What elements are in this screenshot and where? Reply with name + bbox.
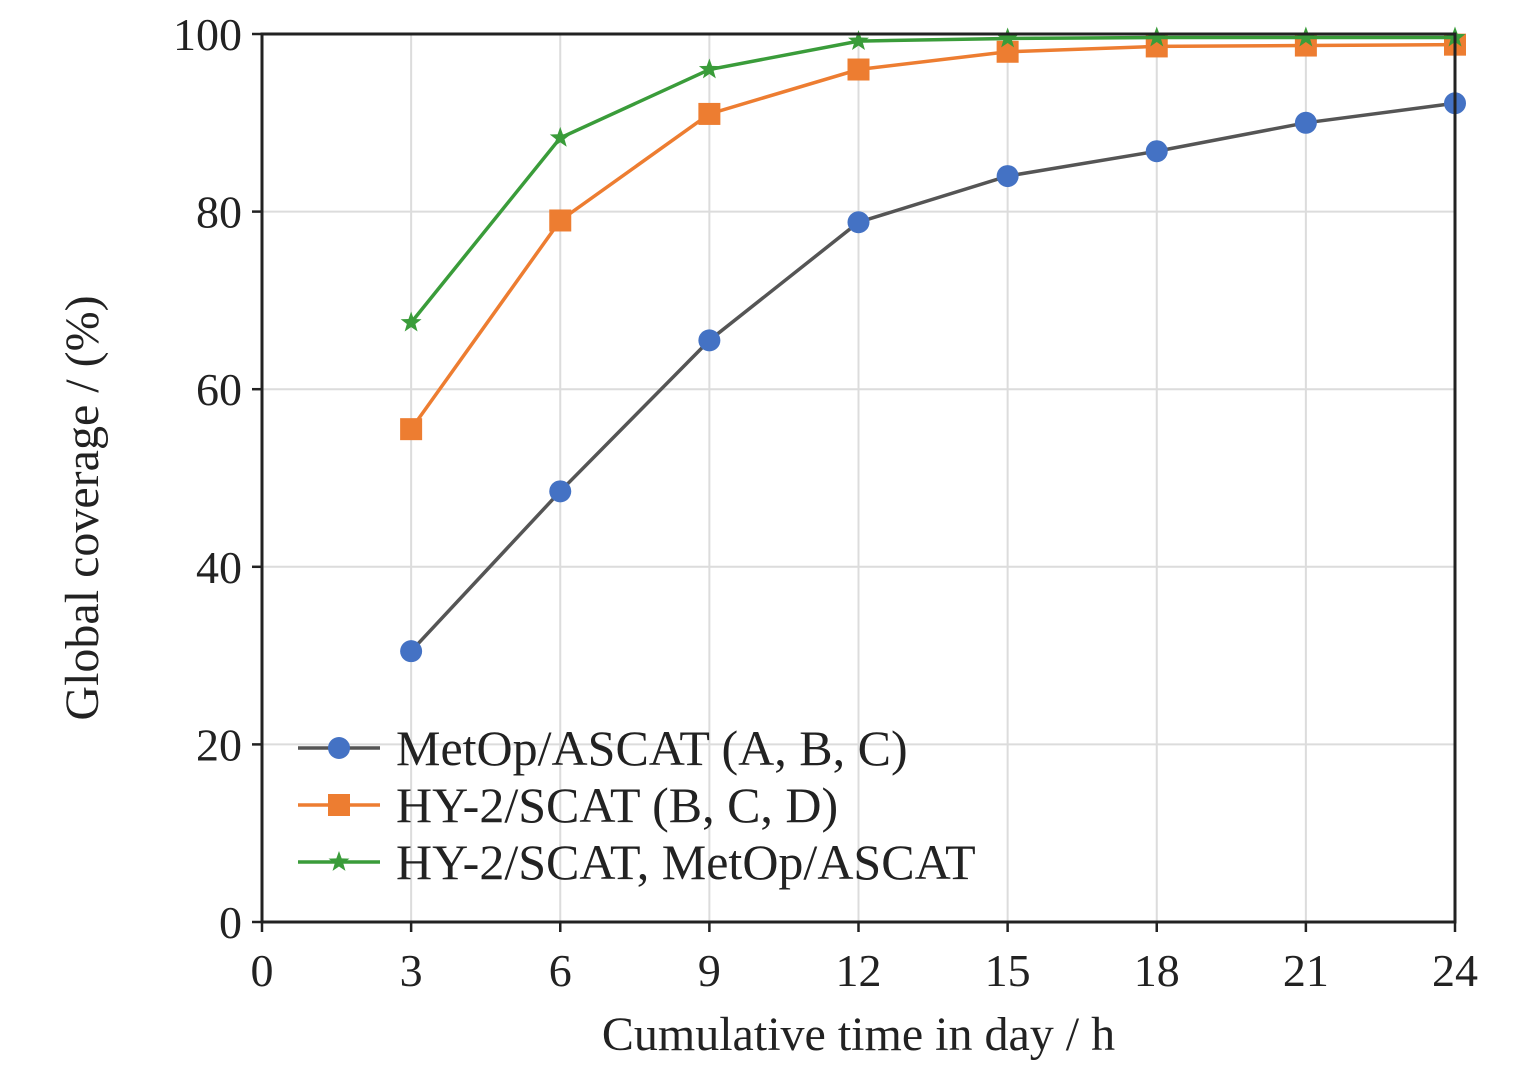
data-point — [549, 126, 571, 147]
legend-entry-2: HY-2/SCAT (B, C, D) — [298, 777, 838, 833]
x-tick-label: 9 — [698, 945, 721, 996]
series-line — [409, 35, 1455, 324]
y-tick-label: 0 — [219, 897, 242, 948]
data-point — [1294, 34, 1317, 57]
data-point — [549, 480, 572, 503]
series-layer — [400, 26, 1466, 663]
data-point — [400, 418, 423, 441]
series-1 — [400, 92, 1466, 663]
data-point — [698, 58, 720, 79]
data-point — [1295, 26, 1317, 47]
x-tick-label: 0 — [251, 945, 274, 996]
data-point — [698, 329, 721, 352]
data-point — [847, 211, 870, 234]
data-point — [400, 311, 422, 332]
series-line — [409, 42, 1456, 431]
y-axis-title: Global coverage / (%) — [56, 295, 109, 720]
data-point — [400, 640, 423, 663]
legend-label: MetOp/ASCAT (A, B, C) — [396, 720, 908, 776]
legend-entry-1: MetOp/ASCAT (A, B, C) — [298, 720, 908, 776]
x-tick-label: 12 — [836, 945, 882, 996]
data-point — [1145, 35, 1168, 58]
data-point — [1145, 140, 1168, 163]
x-tick-label: 15 — [985, 945, 1031, 996]
x-tick-label: 3 — [400, 945, 423, 996]
data-point — [996, 40, 1019, 63]
x-tick-label: 24 — [1432, 945, 1478, 996]
y-tick-label: 40 — [196, 542, 242, 593]
data-point — [847, 58, 870, 81]
y-tick-label: 80 — [196, 187, 242, 238]
data-point — [996, 165, 1019, 188]
legend-marker — [328, 851, 350, 871]
data-point — [1146, 26, 1168, 47]
data-point — [698, 102, 721, 125]
x-tick-label: 18 — [1134, 945, 1180, 996]
x-tick-label: 6 — [549, 945, 572, 996]
data-point — [1294, 111, 1317, 134]
series-line — [409, 101, 1456, 653]
y-tick-label: 20 — [196, 719, 242, 770]
legend-entry-3: HY-2/SCAT, MetOp/ASCAT — [298, 834, 976, 890]
y-tick-label: 100 — [173, 9, 242, 60]
data-point — [549, 209, 572, 232]
legend-label: HY-2/SCAT, MetOp/ASCAT — [396, 834, 976, 890]
axis-ticks: 0 3 6 9 12 15 18 21 24 0 20 40 60 80 100 — [173, 9, 1478, 996]
legend-label: HY-2/SCAT (B, C, D) — [396, 777, 838, 833]
legend-marker — [328, 737, 350, 759]
data-point — [997, 27, 1019, 48]
y-tick-label: 60 — [196, 364, 242, 415]
legend: MetOp/ASCAT (A, B, C)HY-2/SCAT (B, C, D)… — [298, 720, 976, 890]
x-tick-label: 21 — [1283, 945, 1329, 996]
data-point — [848, 30, 869, 50]
series-3 — [400, 26, 1466, 332]
x-axis-title: Cumulative time in day / h — [602, 1008, 1115, 1061]
legend-marker — [328, 794, 350, 816]
